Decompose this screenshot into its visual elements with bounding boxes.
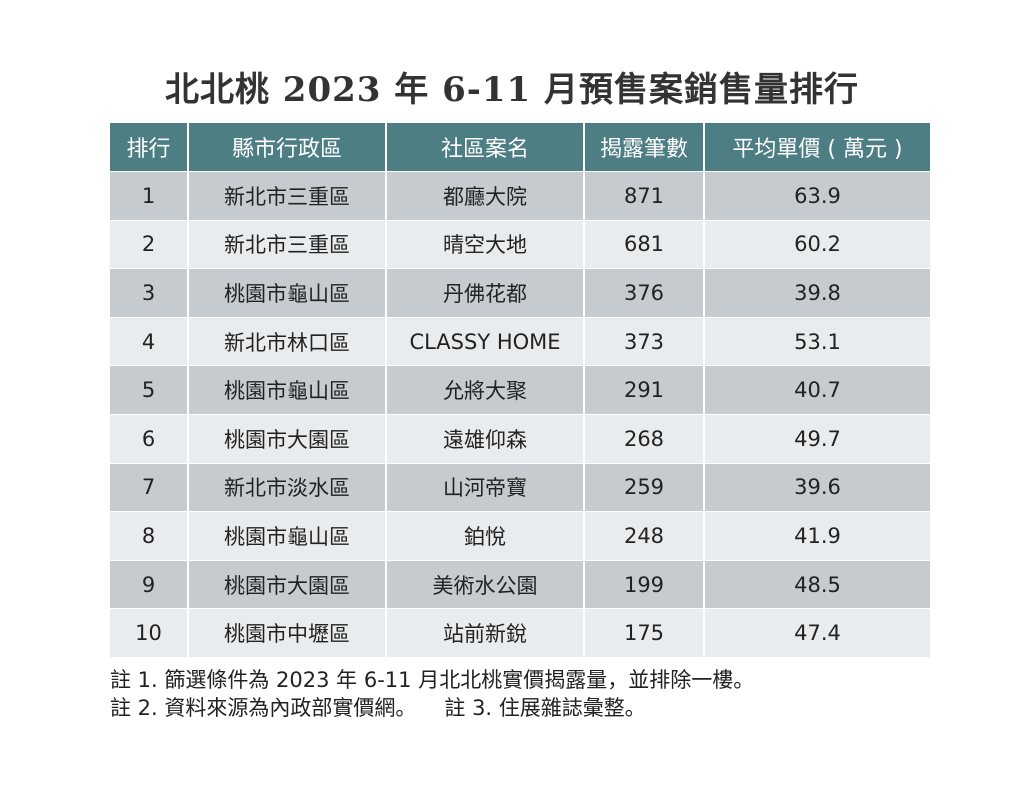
cell-project-name: 遠雄仰森	[386, 413, 585, 464]
cell-district: 桃園市龜山區	[188, 365, 387, 415]
cell-project-name: 站前新銳	[386, 608, 585, 658]
footnote-2: 註 2. 資料來源為內政部實價網。	[110, 696, 417, 720]
table-row: 10 桃園市中壢區 站前新銳 175 47.4	[110, 608, 930, 658]
cell-district: 新北市淡水區	[188, 462, 387, 512]
cell-rank: 2	[110, 219, 189, 269]
cell-average-price: 39.6	[704, 462, 930, 512]
table-row: 9 桃園市大園區 美術水公園 199 48.5	[110, 559, 930, 609]
cell-district: 桃園市大園區	[188, 559, 387, 609]
cell-average-price: 40.7	[704, 365, 930, 415]
cell-disclosed-count: 376	[584, 268, 705, 318]
table-row: 4 新北市林口區 CLASSY HOME 373 53.1	[110, 316, 930, 366]
cell-rank: 7	[110, 462, 189, 512]
table-row: 7 新北市淡水區 山河帝寶 259 39.6	[110, 462, 930, 512]
cell-disclosed-count: 373	[584, 316, 705, 366]
column-header-rank: 排行	[110, 123, 189, 172]
cell-project-name: 晴空大地	[386, 219, 585, 269]
table-row: 5 桃園市龜山區 允將大聚 291 40.7	[110, 365, 930, 415]
cell-average-price: 60.2	[704, 219, 930, 269]
column-header-district: 縣市行政區	[188, 123, 387, 172]
column-header-project-name: 社區案名	[386, 123, 585, 172]
cell-disclosed-count: 681	[584, 219, 705, 269]
cell-rank: 6	[110, 413, 189, 464]
cell-rank: 3	[110, 268, 189, 318]
cell-district: 桃園市大園區	[188, 413, 387, 464]
column-header-average-price: 平均單價 ( 萬元 )	[704, 123, 930, 172]
cell-disclosed-count: 291	[584, 365, 705, 415]
cell-average-price: 49.7	[704, 413, 930, 464]
table-row: 6 桃園市大園區 遠雄仰森 268 49.7	[110, 413, 930, 464]
page-title: 北北桃 2023 年 6-11 月預售案銷售量排行	[164, 70, 860, 110]
sales-ranking-table: 排行 縣市行政區 社區案名 揭露筆數 平均單價 ( 萬元 ) 1 新北市三重區 都廳…	[110, 123, 930, 658]
footnotes: 註 1. 篩選條件為 2023 年 6-11 月北北桃實價揭露量，並排除一樓。 …	[110, 666, 930, 722]
table-row: 3 桃園市龜山區 丹佛花都 376 39.8	[110, 268, 930, 318]
cell-rank: 1	[110, 171, 189, 221]
cell-rank: 4	[110, 316, 189, 366]
cell-district: 桃園市龜山區	[188, 268, 387, 318]
cell-project-name: CLASSY HOME	[386, 316, 585, 366]
cell-project-name: 允將大聚	[386, 365, 585, 415]
table-row: 8 桃園市龜山區 鉑悅 248 41.9	[110, 511, 930, 561]
footnote-line-2: 註 2. 資料來源為內政部實價網。 註 3. 住展雜誌彙整。	[110, 694, 930, 722]
cell-project-name: 美術水公園	[386, 559, 585, 609]
cell-district: 桃園市龜山區	[188, 511, 387, 561]
cell-rank: 5	[110, 365, 189, 415]
footnote-1: 註 1. 篩選條件為 2023 年 6-11 月北北桃實價揭露量，並排除一樓。	[110, 668, 755, 692]
cell-rank: 10	[110, 608, 189, 658]
cell-average-price: 47.4	[704, 608, 930, 658]
cell-project-name: 都廳大院	[386, 171, 585, 221]
cell-disclosed-count: 248	[584, 511, 705, 561]
cell-disclosed-count: 259	[584, 462, 705, 512]
cell-average-price: 41.9	[704, 511, 930, 561]
table-row: 1 新北市三重區 都廳大院 871 63.9	[110, 171, 930, 221]
cell-disclosed-count: 871	[584, 171, 705, 221]
cell-rank: 9	[110, 559, 189, 609]
column-header-disclosed-count: 揭露筆數	[584, 123, 705, 172]
cell-average-price: 53.1	[704, 316, 930, 366]
cell-average-price: 48.5	[704, 559, 930, 609]
cell-project-name: 鉑悅	[386, 511, 585, 561]
cell-district: 桃園市中壢區	[188, 608, 387, 658]
footnote-3: 註 3. 住展雜誌彙整。	[444, 696, 646, 720]
cell-project-name: 丹佛花都	[386, 268, 585, 318]
table-row: 2 新北市三重區 晴空大地 681 60.2	[110, 219, 930, 269]
cell-average-price: 63.9	[704, 171, 930, 221]
cell-project-name: 山河帝寶	[386, 462, 585, 512]
cell-rank: 8	[110, 511, 189, 561]
cell-disclosed-count: 175	[584, 608, 705, 658]
table-body: 1 新北市三重區 都廳大院 871 63.9 2 新北市三重區 晴空大地 681 60.2 3 桃園市…	[110, 171, 930, 658]
cell-district: 新北市林口區	[188, 316, 387, 366]
cell-disclosed-count: 268	[584, 413, 705, 464]
cell-average-price: 39.8	[704, 268, 930, 318]
cell-district: 新北市三重區	[188, 219, 387, 269]
cell-district: 新北市三重區	[188, 171, 387, 221]
cell-disclosed-count: 199	[584, 559, 705, 609]
table-header-row: 排行 縣市行政區 社區案名 揭露筆數 平均單價 ( 萬元 )	[110, 123, 930, 172]
